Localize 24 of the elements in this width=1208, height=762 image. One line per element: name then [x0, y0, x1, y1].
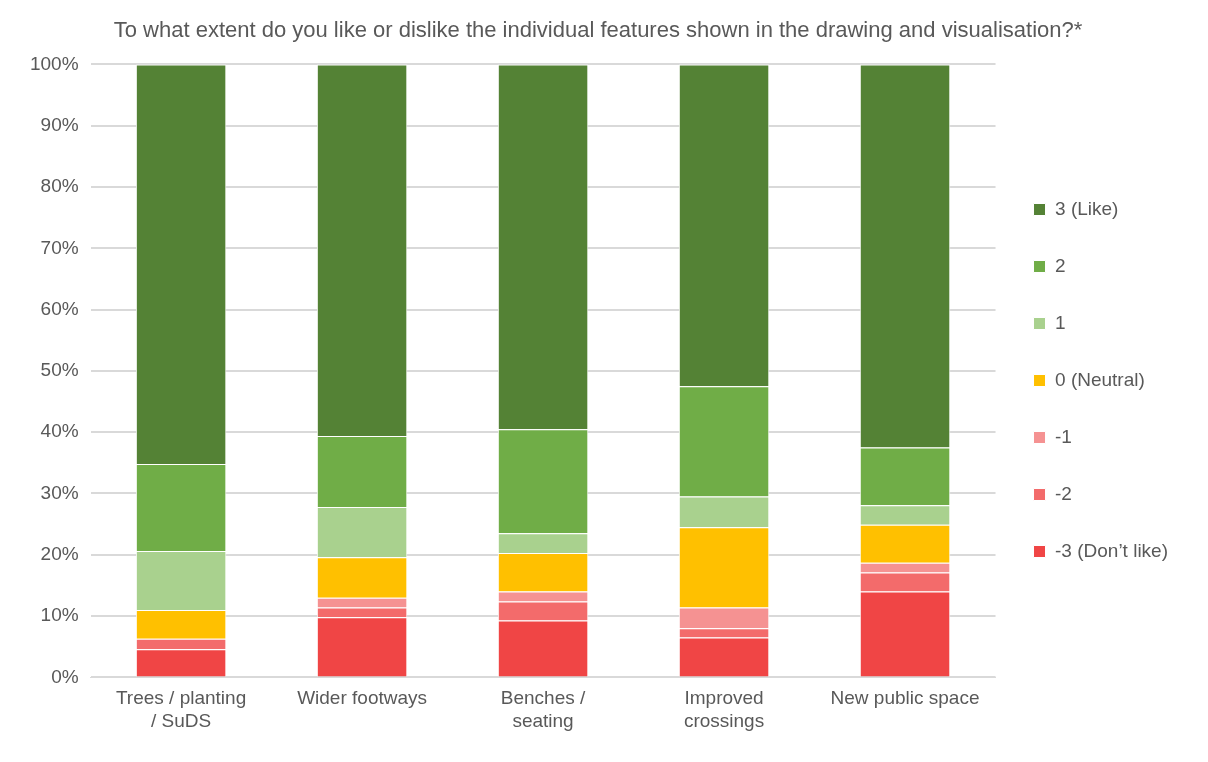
y-tick-label: 40%	[40, 420, 79, 442]
legend-label: -1	[1055, 425, 1072, 447]
x-tick-label: Wider footways	[297, 687, 428, 709]
x-tick-label: New public space	[830, 687, 980, 709]
legend-label: 0 (Neutral)	[1055, 368, 1145, 390]
legend-label: -2	[1055, 482, 1072, 504]
y-tick-label: 60%	[40, 297, 79, 319]
x-tick-label: Benches / seating	[500, 687, 587, 731]
y-tick-label: 70%	[40, 236, 79, 258]
y-tick-label: 0%	[51, 665, 79, 687]
y-tick-label: 90%	[40, 113, 79, 135]
legend-label: 1	[1055, 311, 1066, 333]
y-tick-label: 20%	[40, 543, 79, 565]
y-tick-label: 100%	[29, 52, 79, 74]
y-tick-label: 30%	[40, 481, 79, 503]
legend-label: 3 (Like)	[1055, 197, 1119, 219]
y-tick-label: 80%	[40, 175, 79, 197]
x-tick-label: Improved crossings	[683, 687, 765, 731]
x-tick-label: Trees / planting / SuDS	[115, 687, 247, 731]
legend-label: 2	[1055, 254, 1066, 276]
legend-label: -3 (Don’t like)	[1055, 539, 1169, 561]
y-tick-label: 50%	[40, 359, 79, 381]
y-tick-label: 10%	[40, 604, 79, 626]
chart-title: To what extent do you like or dislike the individual features shown in the drawing and visualisation?*	[113, 17, 1083, 43]
